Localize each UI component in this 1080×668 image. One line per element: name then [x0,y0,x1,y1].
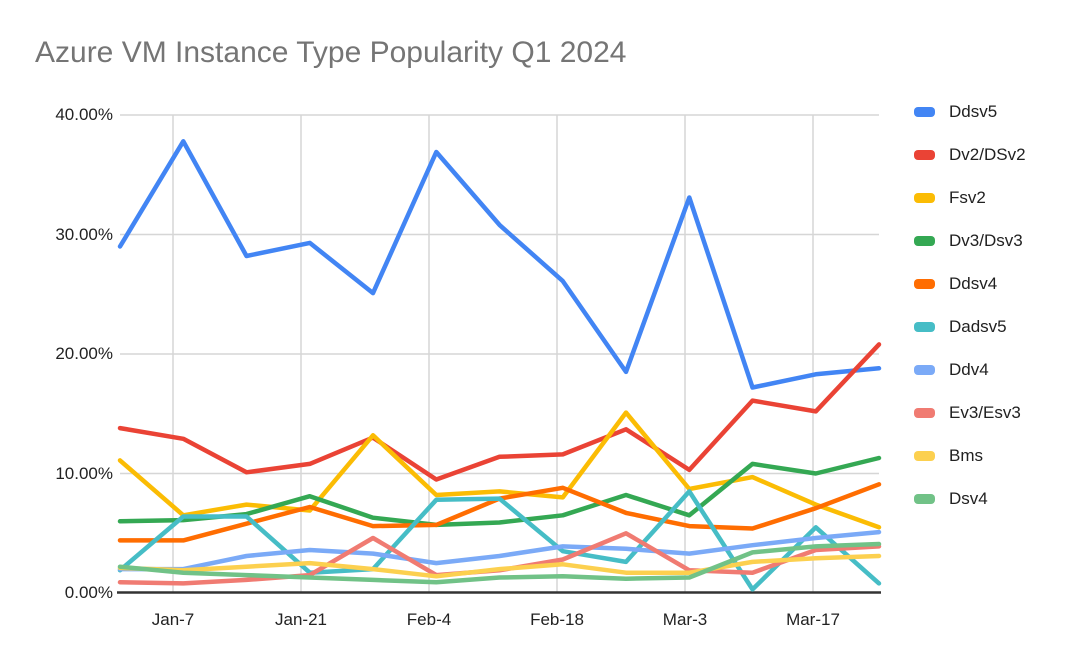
series-line-ddv4[interactable] [117,529,882,572]
legend-item-ev3-esv3[interactable]: Ev3/Esv3 [914,391,1026,434]
legend-swatch-icon [914,450,935,461]
x-tick-feb18: Feb-18 [530,610,584,629]
legend-swatch-icon [914,364,935,375]
legend-label: Bms [949,445,983,465]
legend-item-ddsv5[interactable]: Ddsv5 [914,90,1026,133]
series-line-fsv2[interactable] [117,410,882,530]
horizontal-gridlines [120,114,879,475]
chart-lines [117,139,882,592]
legend-swatch-icon [914,235,935,246]
chart-legend: Ddsv5 Dv2/DSv2 Fsv2 Dv3/Dsv3 Ddsv4 Dadsv… [914,90,1026,520]
legend-item-ddv4[interactable]: Ddv4 [914,348,1026,391]
y-tick-10: 10.00% [55,463,113,483]
legend-swatch-icon [914,321,935,332]
series-line-bms[interactable] [117,553,882,579]
series-line-ddsv5[interactable] [117,139,882,390]
legend-label: Ev3/Esv3 [949,402,1021,422]
legend-swatch-icon [914,493,935,504]
legend-swatch-icon [914,278,935,289]
legend-label: Ddsv5 [949,101,998,121]
y-tick-30: 30.00% [55,224,113,244]
legend-swatch-icon [914,149,935,160]
x-tick-feb4: Feb-4 [406,610,452,629]
x-tick-mar3: Mar-3 [662,610,708,629]
series-line-dv2-dsv2[interactable] [117,342,882,482]
legend-label: Dv2/DSv2 [949,144,1026,164]
y-tick-40: 40.00% [55,105,113,124]
legend-item-ddsv4[interactable]: Ddsv4 [914,262,1026,305]
legend-label: Dv3/Dsv3 [949,230,1023,250]
series-line-dadsv5[interactable] [117,489,882,592]
series-line-dv3-dsv3[interactable] [117,455,882,528]
chart-title: Azure VM Instance Type Popularity Q1 202… [35,36,627,69]
legend-label: Ddv4 [949,359,989,379]
legend-item-dv2-dsv2[interactable]: Dv2/DSv2 [914,133,1026,176]
x-tick-jan21: Jan-21 [275,610,327,629]
legend-item-dsv4[interactable]: Dsv4 [914,477,1026,520]
legend-item-dv3-dsv3[interactable]: Dv3/Dsv3 [914,219,1026,262]
legend-swatch-icon [914,106,935,117]
legend-label: Dsv4 [949,488,988,508]
legend-item-dadsv5[interactable]: Dadsv5 [914,305,1026,348]
x-tick-jan7: Jan-7 [151,610,195,629]
legend-swatch-icon [914,192,935,203]
legend-item-fsv2[interactable]: Fsv2 [914,176,1026,219]
legend-swatch-icon [914,407,935,418]
legend-label: Dadsv5 [949,316,1007,336]
y-tick-0: 0.00% [64,583,113,602]
legend-label: Ddsv4 [949,273,998,293]
legend-item-bms[interactable]: Bms [914,434,1026,477]
y-tick-20: 20.00% [55,344,113,363]
legend-label: Fsv2 [949,187,986,207]
x-tick-mar17: Mar-17 [786,610,840,629]
series-line-dsv4[interactable] [117,541,882,585]
